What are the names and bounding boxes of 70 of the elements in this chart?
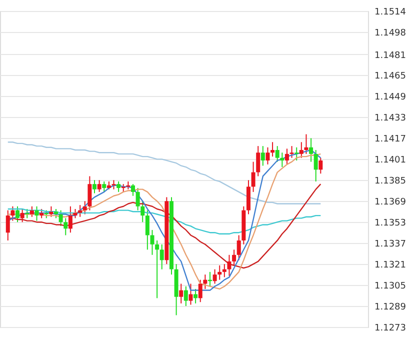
candlestick [309, 138, 314, 162]
candlestick [73, 208, 78, 219]
y-tick-label: 1.1481 [374, 50, 406, 61]
candlestick [20, 208, 24, 223]
y-tick-label: 1.1514 [374, 8, 406, 18]
candlestick [284, 148, 289, 165]
candlestick [155, 240, 160, 299]
candlestick [88, 176, 92, 211]
candlestick [116, 180, 121, 192]
candlestick [10, 206, 15, 222]
candlestick [82, 200, 87, 215]
candlestick [270, 142, 275, 158]
candlestick [130, 184, 135, 196]
candlestick [280, 152, 284, 168]
y-tick-label: 1.1337 [374, 240, 406, 250]
line-series [7, 183, 322, 269]
y-tick-label: 1.1273 [374, 324, 406, 334]
candlestick [16, 206, 20, 223]
candlestick [227, 254, 232, 276]
y-tick-label: 1.1449 [374, 92, 406, 103]
candlestick [184, 286, 188, 307]
candlestick [64, 218, 68, 236]
y-tick-label: 1.1465 [374, 72, 406, 82]
candlestick [299, 142, 304, 158]
candlestick [266, 146, 270, 165]
candlestick [318, 157, 323, 174]
candlestick [194, 288, 198, 304]
candlestick [112, 180, 116, 190]
candlestick [251, 161, 256, 192]
candlestick [140, 200, 145, 223]
y-tick-label: 1.1417 [374, 134, 406, 145]
candlestick [40, 208, 44, 219]
candlestick [136, 188, 140, 211]
candlestick [78, 204, 82, 218]
candlestick [275, 146, 280, 162]
candlestick [198, 279, 202, 303]
y-tick-label: 1.1305 [374, 282, 406, 292]
y-tick-label: 1.1369 [374, 198, 406, 208]
y-tick-label: 1.1433 [374, 114, 406, 124]
candlestick [304, 134, 308, 154]
candlestick [232, 249, 236, 266]
candlestick [314, 149, 318, 182]
candlestick [246, 180, 250, 215]
y-tick-label: 1.1321 [374, 260, 406, 271]
candlestick [188, 283, 193, 306]
y-tick-label: 1.1353 [374, 218, 406, 229]
candlestick [150, 229, 154, 256]
candlestick [68, 206, 72, 234]
y-tick-label: 1.1401 [374, 156, 406, 166]
candlestick [49, 206, 54, 218]
candlestick [236, 234, 241, 261]
candlestick [145, 210, 150, 250]
candlestick [102, 180, 106, 192]
y-tick-label: 1.1385 [374, 176, 406, 187]
candlestick [218, 264, 222, 280]
y-tick-label: 1.1289 [374, 302, 406, 313]
candlestick [97, 180, 102, 192]
candlestick [212, 268, 217, 284]
candlestick [34, 206, 39, 222]
candlestick [260, 146, 265, 166]
candlestick [290, 146, 294, 158]
candlestick [222, 264, 226, 278]
candlestick [6, 210, 10, 241]
candlestick [58, 210, 63, 227]
candlestick [160, 244, 164, 270]
y-tick-label: 1.1498 [374, 28, 406, 38]
candlestick [92, 180, 96, 194]
candlestick [294, 146, 299, 161]
candlestick [256, 146, 260, 177]
candlestick [179, 283, 184, 304]
